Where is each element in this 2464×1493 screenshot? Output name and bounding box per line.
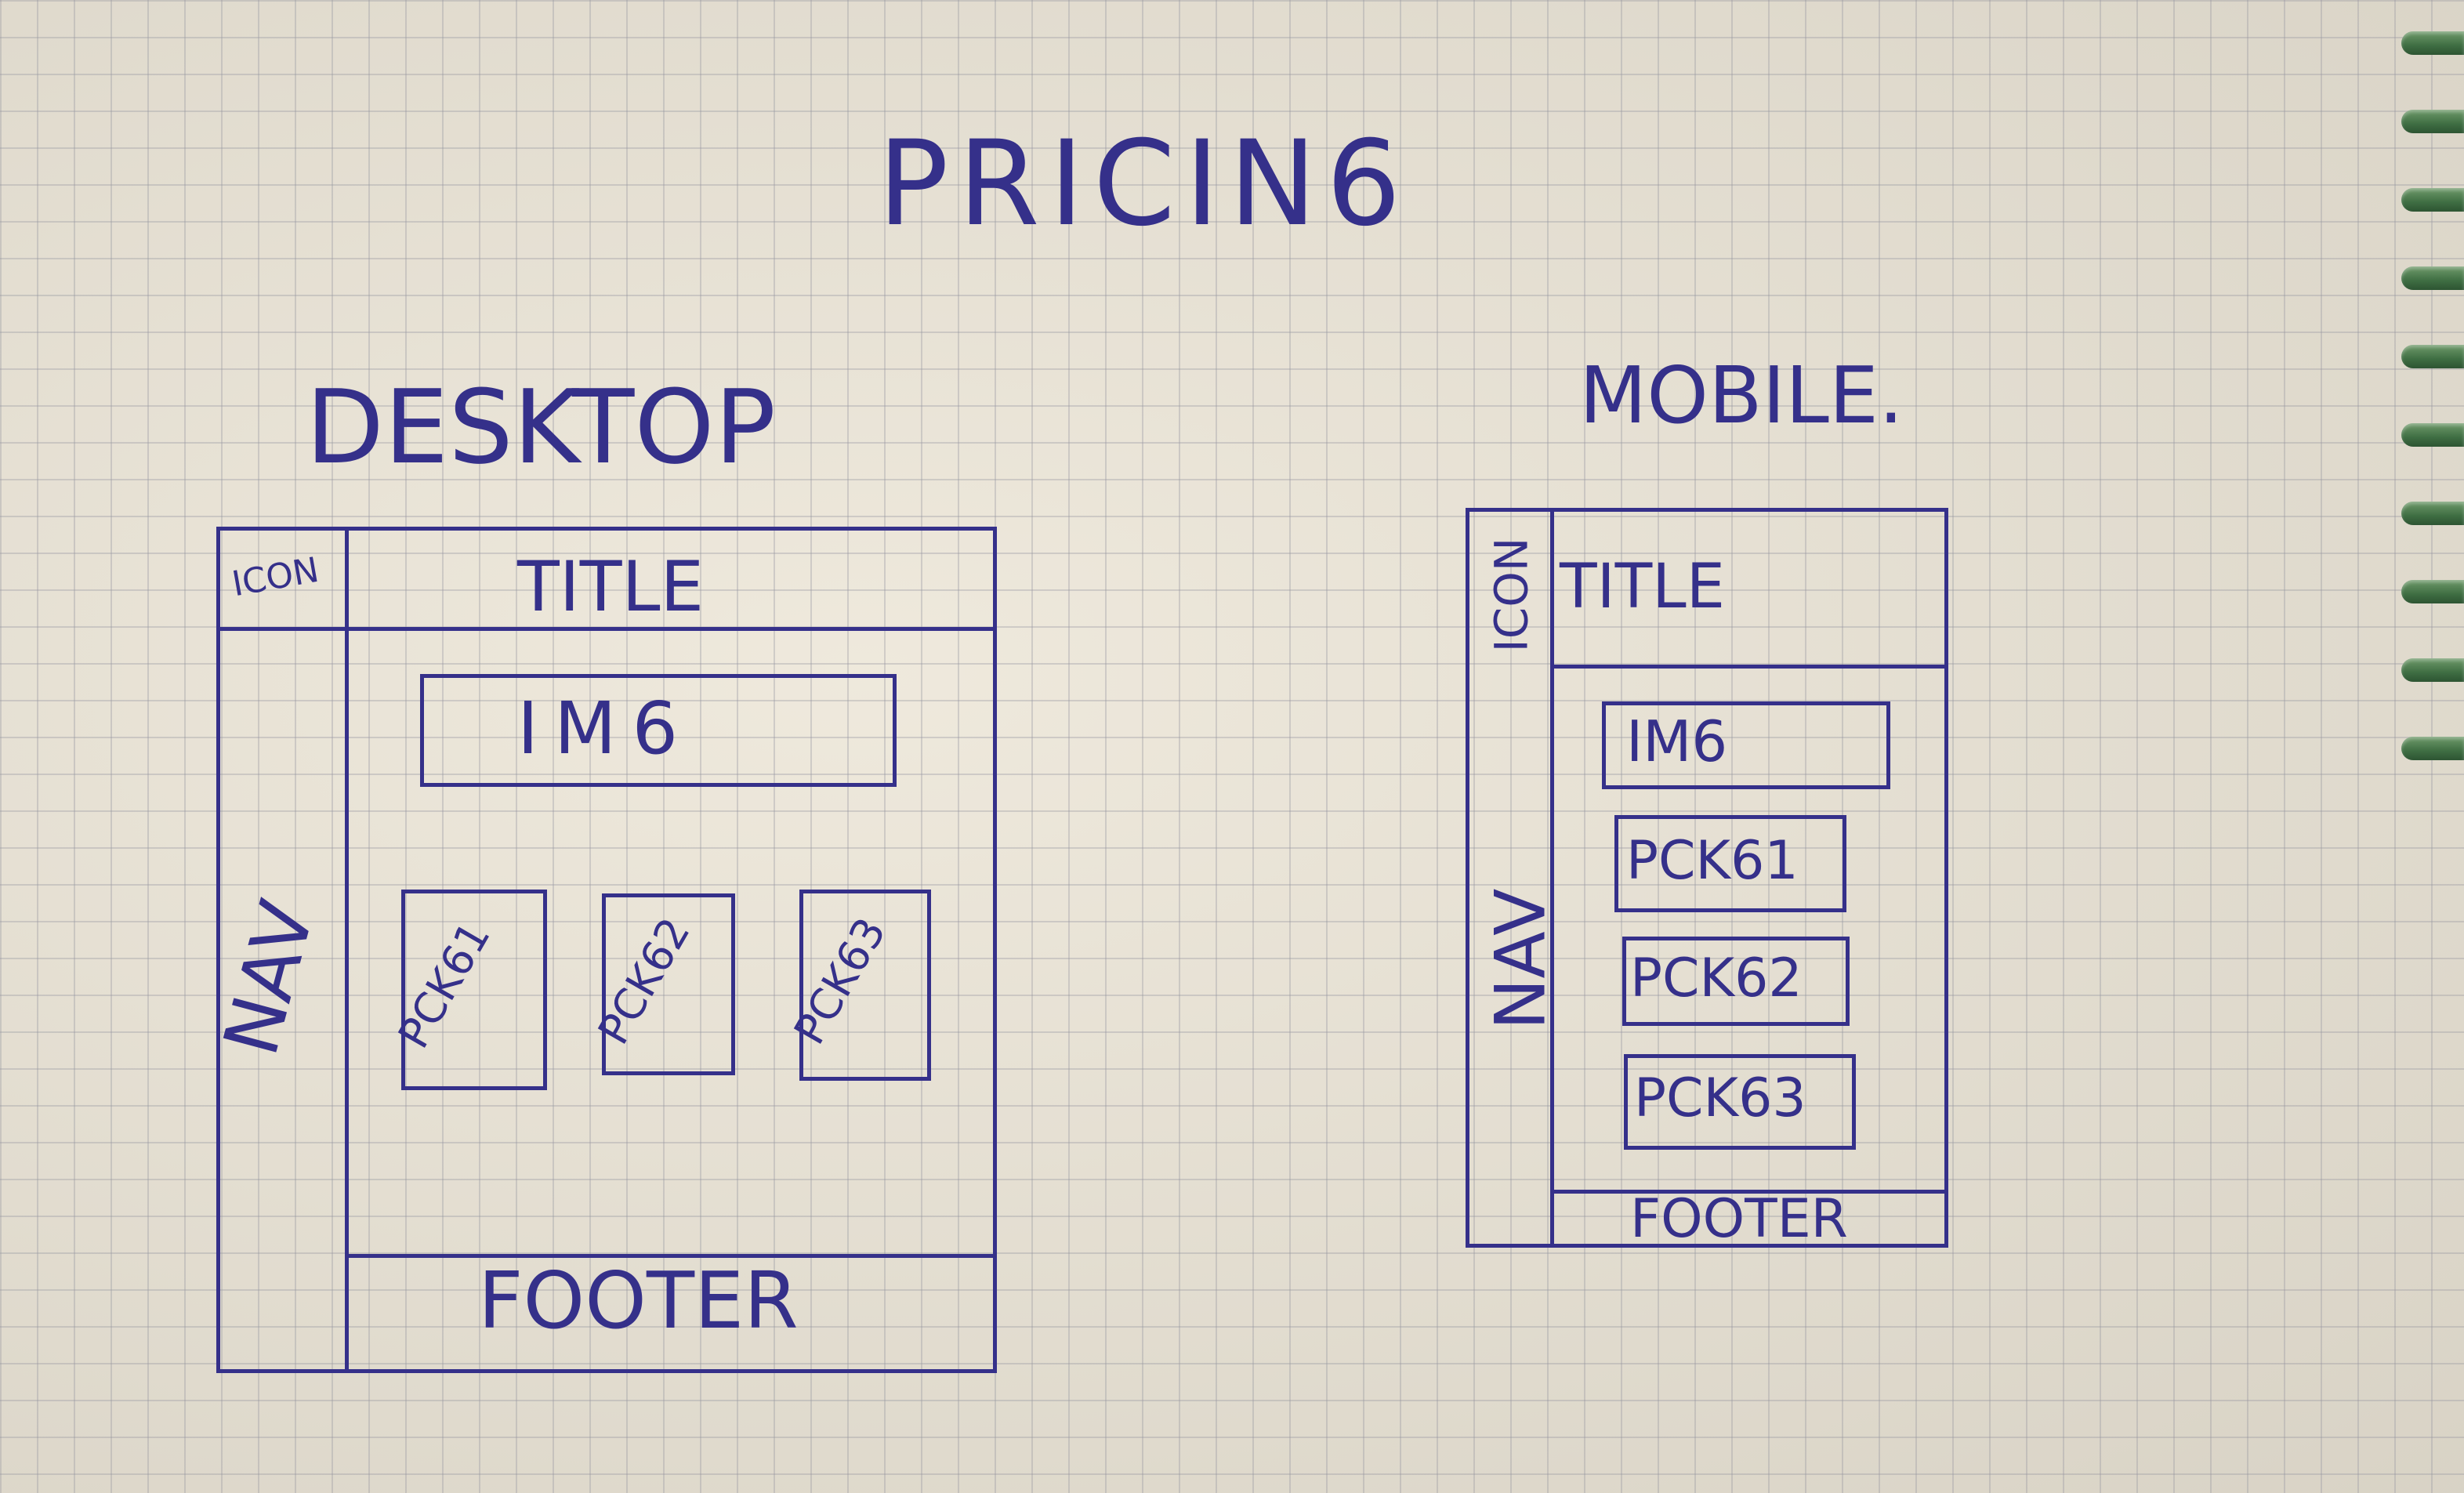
mobile-package-label: PCK63 (1634, 1067, 1806, 1129)
mobile-img-box (1602, 701, 1890, 789)
mobile-package-card (1622, 937, 1850, 1026)
page-heading: PRICIN6 (878, 116, 1411, 252)
desktop-img-label: IM6 (517, 687, 694, 770)
mobile-footer-divider (1550, 1190, 1948, 1194)
mobile-nav-label: NAV (1480, 888, 1561, 1031)
mobile-footer-label: FOOTER (1630, 1188, 1848, 1250)
mobile-title-label: TITLE (1560, 552, 1726, 622)
desktop-package-card (401, 890, 547, 1090)
desktop-frame (216, 527, 997, 1373)
mobile-header-divider (1550, 665, 1948, 669)
desktop-package-card (602, 893, 735, 1075)
desktop-footer-divider (345, 1254, 997, 1258)
desktop-title-label: TITLE (517, 546, 705, 627)
desktop-img-box (420, 674, 897, 787)
mobile-frame (1466, 508, 1948, 1248)
mobile-package-card (1614, 815, 1846, 912)
desktop-label: DESKTOP (306, 368, 777, 487)
desktop-package-card (799, 890, 931, 1081)
mobile-package-label: PCK62 (1630, 948, 1803, 1009)
mobile-img-label: IM6 (1626, 708, 1728, 774)
mobile-label: MOBILE. (1579, 350, 1904, 441)
mobile-package-label: PCK61 (1626, 830, 1799, 892)
desktop-footer-label: FOOTER (478, 1255, 799, 1346)
desktop-nav-divider (345, 527, 349, 1373)
mobile-icon-label: ICON (1484, 537, 1538, 653)
mobile-package-card (1624, 1054, 1856, 1150)
mobile-nav-divider (1550, 508, 1554, 1248)
desktop-header-divider (216, 627, 997, 631)
